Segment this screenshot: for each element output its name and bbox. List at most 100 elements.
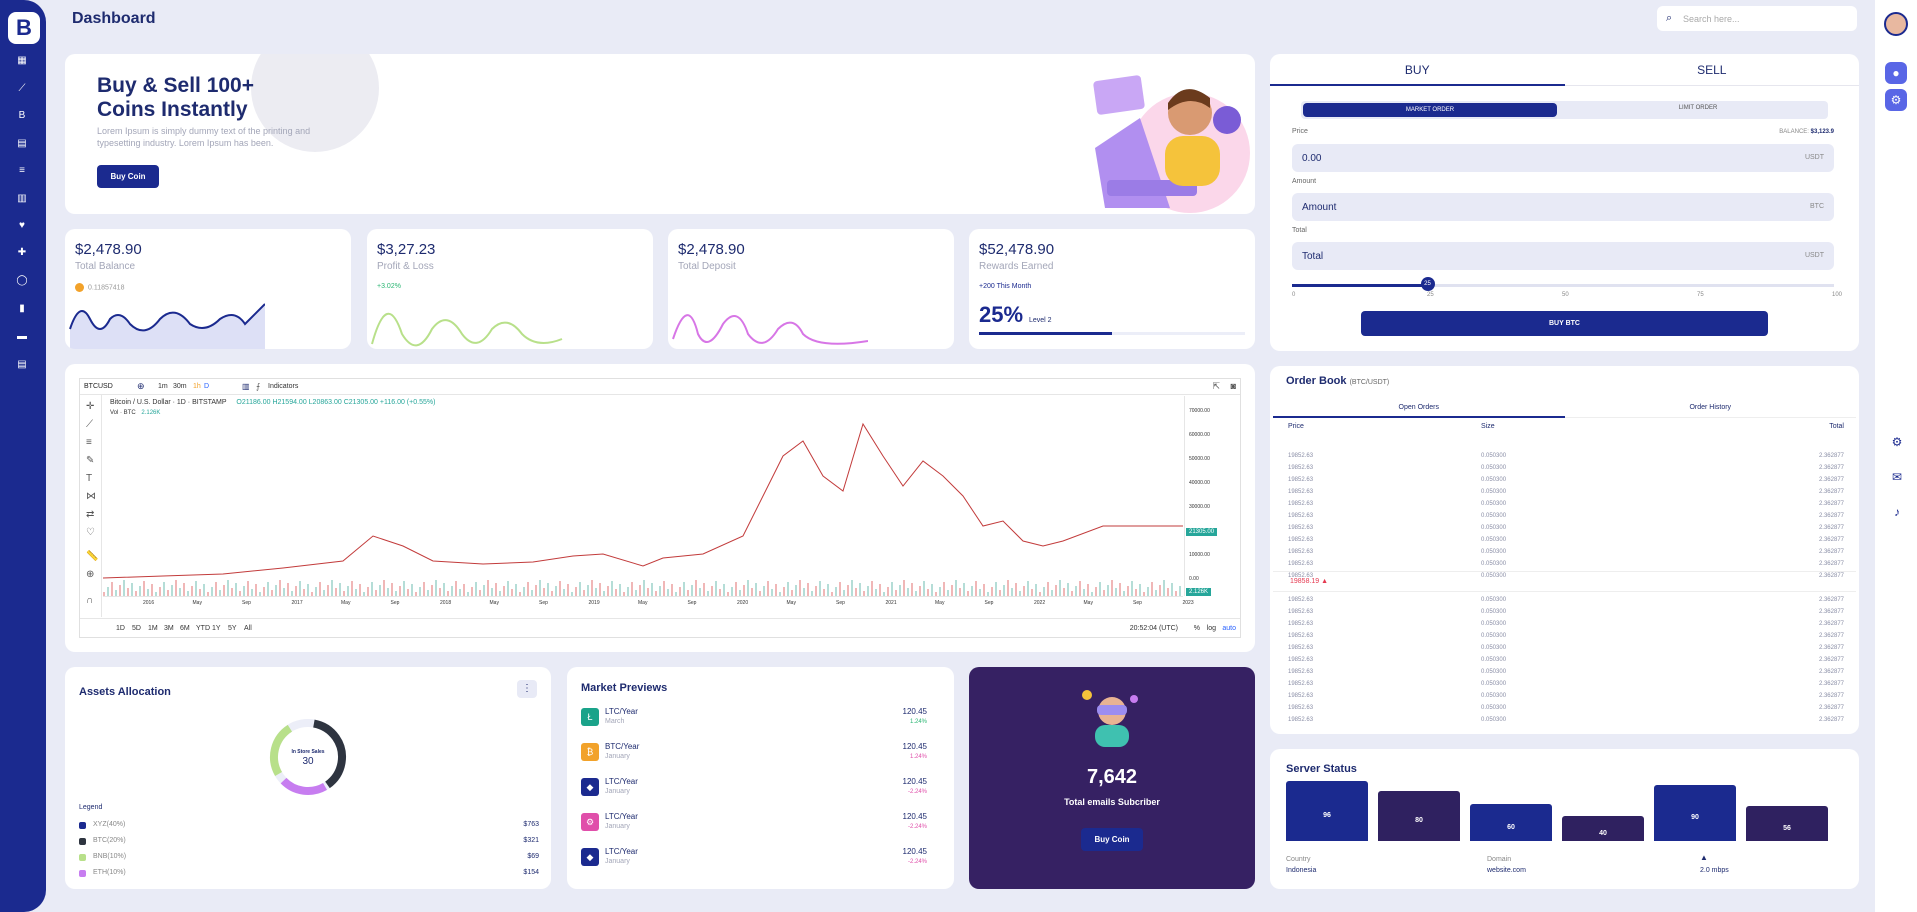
range-button-1m[interactable]: 1M	[148, 625, 158, 632]
range-button-5y[interactable]: 5Y	[228, 625, 237, 632]
order-row[interactable]: 19852.63 0.050300 2.362877	[1284, 501, 1844, 512]
limit-order-button[interactable]: LIMIT ORDER	[1678, 105, 1718, 111]
magnet-icon[interactable]: ∩	[86, 595, 94, 606]
chart-style-icon[interactable]: ▥	[242, 382, 250, 391]
server-bar[interactable]: 96	[1286, 781, 1368, 841]
order-row[interactable]: 19852.63 0.050300 2.362877	[1284, 489, 1844, 500]
market-row[interactable]: ◆ LTC/Year January 120.45 -2.24%	[581, 845, 941, 875]
market-row[interactable]: ⚙ LTC/Year January 120.45 -2.24%	[581, 810, 941, 840]
range-button-all[interactable]: All	[244, 625, 252, 632]
order-row[interactable]: 19852.63 0.050300 2.362877	[1284, 681, 1844, 692]
order-row[interactable]: 19852.63 0.050300 2.362877	[1284, 717, 1844, 728]
order-row[interactable]: 19852.63 0.050300 2.362877	[1284, 705, 1844, 716]
timeframe-1h[interactable]: 1h	[193, 383, 201, 390]
percent-scale-button[interactable]: %	[1193, 625, 1200, 632]
heart-shape-icon[interactable]: ♡	[86, 527, 95, 538]
order-row[interactable]: 19852.63 0.050300 2.362877	[1284, 465, 1844, 476]
order-row[interactable]: 19852.63 0.050300 2.362877	[1284, 525, 1844, 536]
order-row[interactable]: 19852.63 0.050300 2.362877	[1284, 693, 1844, 704]
brand-logo[interactable]: B	[8, 12, 40, 44]
order-row[interactable]: 19852.63 0.050300 2.362877	[1284, 537, 1844, 548]
range-button-6m[interactable]: 6M	[180, 625, 190, 632]
chart-line-icon[interactable]: ⟋	[18, 83, 26, 94]
indicators-button[interactable]: Indicators	[268, 383, 299, 390]
symbol-input[interactable]: BTCUSD	[84, 383, 113, 390]
timeframe-30m[interactable]: 30m	[173, 383, 187, 390]
zoom-icon[interactable]: ⊕	[86, 569, 95, 580]
range-button-1d[interactable]: 1D	[116, 625, 125, 632]
market-order-button[interactable]: MARKET ORDER	[1303, 103, 1557, 117]
settings-gear-icon[interactable]: ⚙	[1885, 89, 1907, 111]
gear-icon[interactable]: ⚙	[1889, 434, 1905, 450]
market-row[interactable]: Ł LTC/Year March 120.45 1.24%	[581, 705, 941, 735]
order-row[interactable]: 19852.63 0.050300 2.362877	[1284, 657, 1844, 668]
bitcoin-icon[interactable]: B	[18, 110, 26, 121]
search-input[interactable]: ⌕ Search here...	[1657, 6, 1857, 31]
slider-handle[interactable]: 25	[1420, 277, 1435, 291]
price-field[interactable]: 0.00 USDT	[1292, 144, 1834, 172]
amount-slider[interactable]: 25	[1292, 277, 1834, 291]
range-button-3m[interactable]: 3M	[164, 625, 174, 632]
heart-icon[interactable]: ♥	[19, 220, 25, 231]
water-drop-icon[interactable]: ●	[1885, 62, 1907, 84]
document-icon[interactable]: ▤	[17, 138, 27, 149]
log-scale-button[interactable]: log	[1206, 625, 1216, 632]
server-bar[interactable]: 40	[1562, 816, 1644, 841]
order-row[interactable]: 19852.63 0.050300 2.362877	[1284, 573, 1844, 584]
buy-coin-button[interactable]: Buy Coin	[97, 165, 159, 188]
market-row[interactable]: ◆ LTC/Year January 120.45 -2.24%	[581, 775, 941, 805]
server-bar[interactable]: 90	[1654, 784, 1736, 841]
report-icon[interactable]: ▤	[17, 359, 27, 370]
amount-field[interactable]: Amount BTC	[1292, 193, 1834, 221]
order-row[interactable]: 19852.63 0.050300 2.362877	[1284, 561, 1844, 572]
fib-icon[interactable]: ≡	[86, 437, 92, 448]
pattern-icon[interactable]: ⋈	[86, 491, 96, 502]
range-button-5d[interactable]: 5D	[132, 625, 141, 632]
total-field[interactable]: Total USDT	[1292, 242, 1834, 270]
table-icon[interactable]: ▥	[17, 193, 27, 204]
crosshair-icon[interactable]: ✛	[86, 401, 95, 412]
order-row[interactable]: 19852.63 0.050300 2.362877	[1284, 645, 1844, 656]
order-row[interactable]: 19852.63 0.050300 2.362877	[1284, 669, 1844, 680]
puzzle-icon[interactable]: ✚	[17, 247, 27, 258]
dashboard-icon[interactable]: ▦	[17, 55, 27, 66]
order-row[interactable]: 19852.63 0.050300 2.362877	[1284, 621, 1844, 632]
order-row[interactable]: 19852.63 0.050300 2.362877	[1284, 597, 1844, 608]
server-bar[interactable]: 80	[1378, 791, 1460, 841]
forecast-icon[interactable]: ⇄	[86, 509, 95, 520]
server-bar[interactable]: 56	[1746, 806, 1828, 841]
tab-open-orders[interactable]: Open Orders	[1273, 398, 1565, 418]
order-row[interactable]: 19852.63 0.050300 2.362877	[1284, 633, 1844, 644]
order-row[interactable]: 19852.63 0.050300 2.362877	[1284, 549, 1844, 560]
order-row[interactable]: 19852.63 0.050300 2.362877	[1284, 477, 1844, 488]
trendline-icon[interactable]: ⟋	[86, 419, 93, 430]
timeframe-d[interactable]: D	[204, 383, 210, 390]
tab-sell[interactable]: SELL	[1564, 54, 1859, 86]
order-row[interactable]: 19852.63 0.050300 2.362877	[1284, 513, 1844, 524]
tab-order-history[interactable]: Order History	[1564, 398, 1856, 418]
brush-icon[interactable]: ✎	[86, 455, 95, 466]
file-icon[interactable]: ▮	[19, 303, 25, 314]
add-symbol-icon[interactable]: ⊕	[137, 381, 145, 391]
server-bar[interactable]: 60	[1470, 803, 1552, 841]
list-icon[interactable]: ≡	[19, 165, 25, 176]
buy-coin-button-2[interactable]: Buy Coin	[1081, 828, 1143, 851]
mail-icon[interactable]: ✉	[1889, 469, 1905, 485]
range-button-1y[interactable]: 1Y	[212, 625, 221, 632]
ruler-icon[interactable]: 📏	[86, 551, 99, 562]
circle-icon[interactable]: ◯	[16, 275, 28, 286]
market-row[interactable]: ₿ BTC/Year January 120.45 1.24%	[581, 740, 941, 770]
auto-scale-button[interactable]: auto	[1222, 625, 1236, 632]
indicators-icon[interactable]: ⨍	[256, 382, 261, 391]
more-options-icon[interactable]: ⋮	[517, 680, 537, 698]
user-avatar[interactable]	[1884, 12, 1908, 36]
buy-btc-button[interactable]: BUY BTC	[1361, 311, 1768, 336]
price-plot[interactable]	[103, 396, 1183, 596]
tab-buy[interactable]: BUY	[1270, 54, 1565, 86]
order-row[interactable]: 19852.63 0.050300 2.362877	[1284, 453, 1844, 464]
range-button-ytd[interactable]: YTD	[196, 625, 210, 632]
text-tool-icon[interactable]: T	[86, 473, 93, 484]
camera-icon[interactable]: ◙	[1230, 381, 1236, 391]
grid-icon[interactable]: ▬	[17, 331, 27, 342]
order-row[interactable]: 19852.63 0.050300 2.362877	[1284, 609, 1844, 620]
